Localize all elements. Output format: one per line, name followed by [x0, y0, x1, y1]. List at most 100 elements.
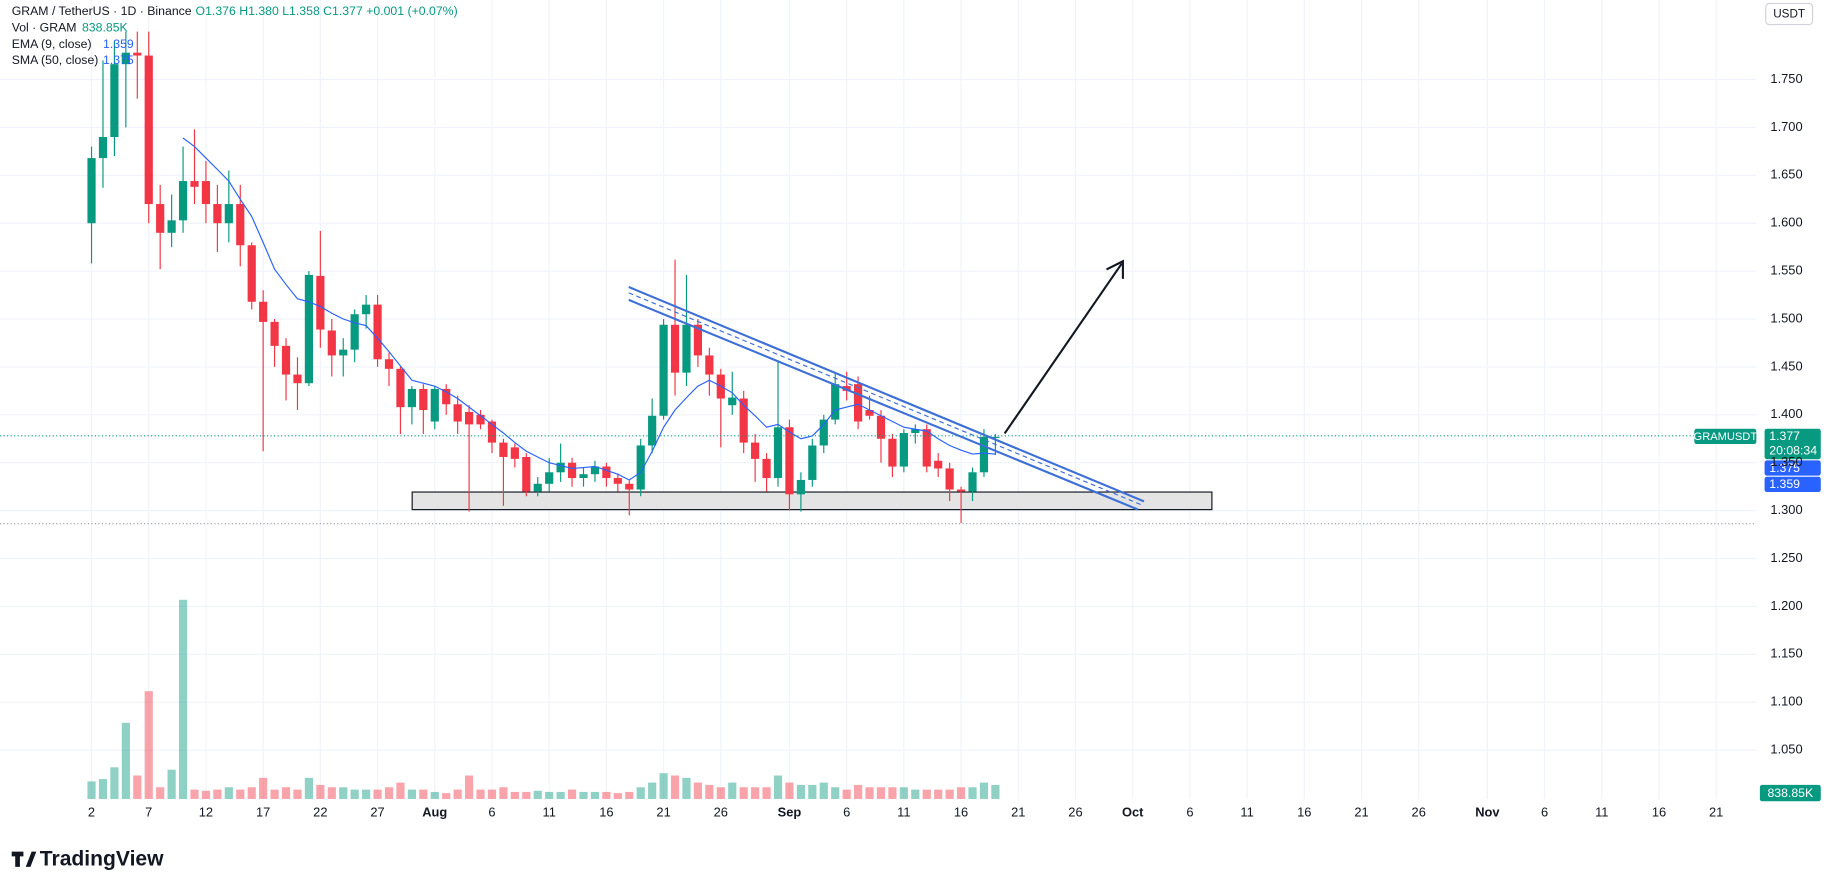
volume-bar [533, 790, 542, 799]
candle-body [556, 462, 565, 473]
volume-bar [121, 722, 130, 799]
volume-bar [522, 791, 531, 799]
y-tick-label: 1.200 [1770, 598, 1802, 613]
x-tick-label: 21 [1709, 804, 1723, 819]
x-tick-label: 21 [1011, 804, 1025, 819]
candle-body [133, 52, 142, 56]
candle-body [407, 388, 416, 408]
candle-body [739, 398, 748, 443]
volume-bar [705, 784, 714, 799]
support-zone [411, 491, 1213, 511]
sma-title: SMA (50, close) [12, 53, 99, 67]
volume-bar [213, 789, 222, 799]
x-tick-label: 6 [488, 804, 495, 819]
volume-bar [407, 789, 416, 799]
volume-bar [167, 769, 176, 799]
x-tick-label: 26 [1412, 804, 1426, 819]
candle-body [522, 456, 531, 492]
candle-body [876, 415, 886, 439]
candle-body [213, 204, 222, 224]
x-tick-label: 21 [656, 804, 670, 819]
candle-body [636, 445, 645, 490]
candles [87, 31, 1000, 524]
volume-bar [453, 789, 462, 799]
x-tick-label: Sep [778, 804, 802, 819]
trendline-mid [628, 292, 1142, 506]
trendline-upper [628, 286, 1145, 503]
volume-bar [613, 793, 622, 799]
candle-body [533, 483, 542, 492]
candle-body [819, 419, 828, 446]
candle-body [659, 324, 668, 416]
volume-bar [876, 787, 886, 799]
volume-bar [739, 787, 748, 799]
candle-body [682, 324, 691, 373]
volume-pane [87, 599, 1000, 799]
volume-bar [384, 787, 394, 799]
volume-bar [396, 782, 405, 799]
candle-body [384, 359, 394, 369]
x-tick-label: 12 [199, 804, 213, 819]
volume-bar [716, 787, 725, 799]
candle-body [442, 388, 451, 405]
arrow-head [1106, 259, 1124, 279]
candle-body [956, 489, 966, 492]
trendline-lower [628, 298, 1139, 511]
candle-body [487, 421, 497, 443]
brand-name[interactable]: TradingView [40, 847, 164, 870]
candle-body [87, 158, 96, 224]
candle-body [190, 181, 199, 187]
volume-bar [110, 767, 119, 799]
candle-body [224, 204, 233, 224]
volume-bar [854, 784, 863, 799]
volume-bar [968, 787, 977, 799]
volume-bar [316, 784, 325, 799]
volume-bar [773, 775, 783, 799]
volume-bar [888, 787, 897, 799]
volume-bar [922, 789, 931, 799]
candle-body [625, 483, 634, 490]
x-tick-label: 17 [256, 804, 270, 819]
currency-box[interactable] [1765, 2, 1814, 26]
volume-bar [991, 784, 1000, 799]
volume-bar [567, 789, 577, 799]
volume-bar [579, 791, 588, 799]
y-tick-label: 1.300 [1770, 502, 1802, 517]
y-tick-label: 1.650 [1770, 167, 1802, 182]
volume-bar [625, 791, 634, 799]
candle-body [453, 404, 462, 422]
volume-bar [87, 781, 96, 799]
x-tick-label: Oct [1122, 804, 1144, 819]
candle-body [602, 466, 611, 479]
candle-body [201, 181, 211, 205]
candle-body [808, 445, 817, 480]
candle-body [167, 220, 176, 233]
candle-body [499, 442, 508, 457]
volume-bar [842, 789, 851, 799]
volume-tag-label: 838.85K [1767, 786, 1814, 800]
x-tick-label: 16 [954, 804, 968, 819]
volume-bar [831, 787, 840, 799]
x-tick-label: 16 [1297, 804, 1311, 819]
volume-bar [979, 782, 989, 799]
x-tick-label: 16 [599, 804, 613, 819]
candle-body [579, 474, 588, 479]
candle-body [259, 301, 268, 322]
volume-bar [270, 789, 279, 799]
x-tick-label: 27 [370, 804, 384, 819]
volume-bar [464, 775, 474, 799]
volume-bar [602, 791, 611, 799]
candle-body [430, 388, 439, 422]
currency-label[interactable]: USDT [1773, 8, 1805, 21]
candle-body [899, 433, 908, 467]
sma-tag [1764, 460, 1821, 476]
ema-value: 1.359 [103, 37, 134, 51]
volume-bar [865, 787, 874, 799]
candle-body [236, 204, 245, 246]
symbol-title: GRAM / TetherUS · 1D · Binance [12, 4, 192, 18]
candle-body [178, 181, 188, 221]
y-tick-label: 1.400 [1770, 406, 1802, 421]
candle-body [270, 321, 279, 346]
candle-body [293, 374, 302, 384]
